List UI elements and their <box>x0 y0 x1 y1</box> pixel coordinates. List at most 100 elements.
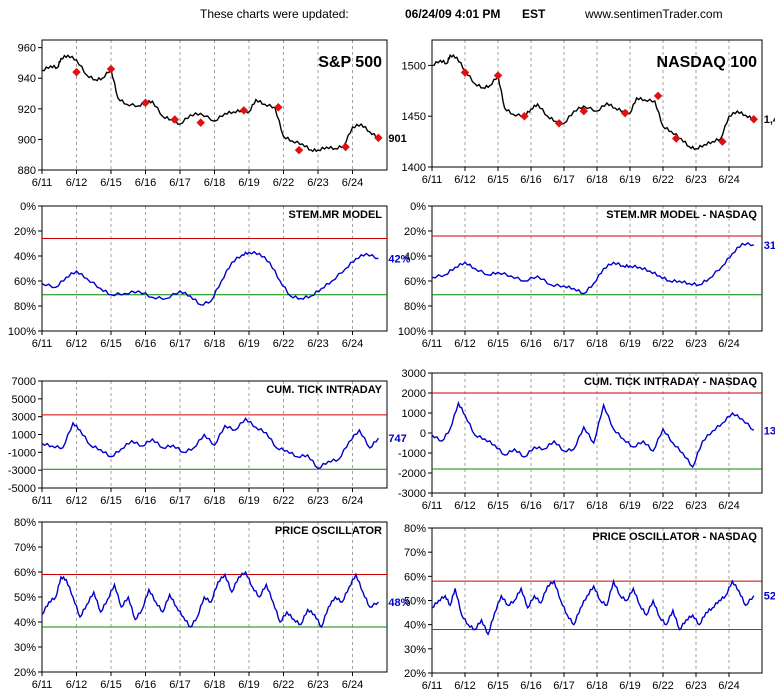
sp500-price-osc-ytick-label: 60% <box>14 567 36 579</box>
nasdaq-price-osc-chart: 20% 30% 40% 50% 60% 70% 80% 6/11 6/12 6/15 6/16 6/1… <box>404 523 775 692</box>
nasdaq-cum-tick-xtick-label: 6/22 <box>652 500 673 512</box>
nasdaq-price-marker <box>620 108 630 118</box>
sp500-cum-tick-xtick-label: 6/19 <box>238 495 259 507</box>
sp500-cum-tick-ytick-label: -1000 <box>8 447 36 459</box>
nasdaq-price-marker <box>653 91 663 101</box>
sp500-stem-mr-ytick-label: 40% <box>14 251 36 263</box>
nasdaq-price-marker <box>718 137 727 146</box>
nasdaq-price-osc-ytick-label: 80% <box>404 523 426 535</box>
nasdaq-price-ytick-label: 1500 <box>402 60 426 72</box>
sp500-cum-tick-xtick-label: 6/18 <box>204 495 225 507</box>
nasdaq-price-xtick-label: 6/15 <box>487 174 508 186</box>
nasdaq-price-marker <box>460 68 470 77</box>
sp500-stem-mr-title: STEM.MR MODEL <box>289 209 383 221</box>
sp500-price-xtick-label: 6/12 <box>66 177 87 189</box>
sp500-price-osc-xtick-label: 6/22 <box>273 679 294 691</box>
sp500-cum-tick-xtick-label: 6/16 <box>135 495 156 507</box>
nasdaq-price-xtick-label: 6/12 <box>454 174 475 186</box>
nasdaq-price-xtick-label: 6/24 <box>718 174 739 186</box>
sp500-cum-tick-xtick-label: 6/22 <box>273 495 294 507</box>
update-datetime: 06/24/09 4:01 PM <box>405 7 501 21</box>
sp500-stem-mr-xtick-label: 6/18 <box>204 338 225 350</box>
nasdaq-price-xtick-label: 6/19 <box>619 174 640 186</box>
sp500-price-osc-title: PRICE OSCILLATOR <box>275 525 382 537</box>
nasdaq-price-osc-ytick-label: 30% <box>404 644 426 656</box>
sp500-cum-tick-xtick-label: 6/17 <box>169 495 190 507</box>
nasdaq-price-chart: 1400 1450 1500 6/11 6/12 6/15 6/16 6/17 6/18 6/19… <box>402 39 775 186</box>
sp500-stem-mr-xtick-label: 6/24 <box>342 338 363 350</box>
sp500-cum-tick-xtick-label: 6/11 <box>32 495 53 507</box>
sp500-price-marker <box>196 118 205 127</box>
sp500-price-xtick-label: 6/18 <box>204 177 225 189</box>
sp500-price-osc-xtick-label: 6/17 <box>169 679 190 691</box>
sp500-price-osc-xtick-label: 6/12 <box>66 679 87 691</box>
sp500-price-osc-xtick-label: 6/11 <box>32 679 53 691</box>
sp500-stem-mr-ytick-label: 80% <box>14 301 36 313</box>
sp500-price-xtick-label: 6/17 <box>169 177 190 189</box>
sp500-stem-mr-xtick-label: 6/23 <box>307 338 328 350</box>
sp500-cum-tick-xtick-label: 6/15 <box>100 495 121 507</box>
sp500-stem-mr-series-line <box>41 250 379 306</box>
sp500-price-osc-last-value: 48% <box>388 597 410 609</box>
sp500-cum-tick-xtick-label: 6/23 <box>307 495 328 507</box>
nasdaq-stem-mr-ytick-label: 60% <box>404 276 426 288</box>
nasdaq-price-xtick-label: 6/22 <box>652 174 673 186</box>
nasdaq-cum-tick-ytick-label: -1000 <box>398 448 426 460</box>
sp500-price-xtick-label: 6/19 <box>238 177 259 189</box>
sp500-price-xtick-label: 6/16 <box>135 177 156 189</box>
sp500-price-osc-ytick-label: 30% <box>14 642 36 654</box>
nasdaq-stem-mr-ytick-label: 20% <box>404 226 426 238</box>
nasdaq-price-marker <box>671 134 681 143</box>
sp500-price-marker <box>294 145 304 155</box>
nasdaq-cum-tick-title: CUM. TICK INTRADAY - NASDAQ <box>584 376 757 388</box>
nasdaq-stem-mr-chart: 0% 20% 40% 60% 80% 100%6/11 6/12 6/15 6/16 6/17 6/… <box>398 201 775 350</box>
nasdaq-price-osc-xtick-label: 6/16 <box>520 680 541 692</box>
nasdaq-stem-mr-last-value: 31% <box>764 240 775 252</box>
sp500-stem-mr-ytick-label: 100% <box>8 326 36 338</box>
sp500-price-ytick-label: 880 <box>18 165 36 177</box>
sp500-price-osc-xtick-label: 6/24 <box>342 679 363 691</box>
nasdaq-stem-mr-xtick-label: 6/18 <box>586 338 607 350</box>
site-link[interactable]: www.sentimenTrader.com <box>585 7 723 21</box>
sp500-stem-mr-xtick-label: 6/15 <box>100 338 121 350</box>
sp500-stem-mr-ytick-label: 0% <box>20 201 36 213</box>
nasdaq-stem-mr-ytick-label: 0% <box>410 201 426 213</box>
nasdaq-price-series-line <box>431 53 754 151</box>
sp500-price-osc-series-line <box>41 570 379 629</box>
sp500-cum-tick-ytick-label: 7000 <box>12 376 36 388</box>
nasdaq-stem-mr-xtick-label: 6/16 <box>520 338 541 350</box>
nasdaq-stem-mr-xtick-label: 6/24 <box>718 338 739 350</box>
sp500-price-osc-xtick-label: 6/19 <box>238 679 259 691</box>
sp500-stem-mr-chart: 0% 20% 40% 60% 80% 100%6/11 6/12 6/15 6/16 6/17 6/… <box>8 201 411 350</box>
sp500-price-xtick-label: 6/15 <box>100 177 121 189</box>
sp500-price-osc-ytick-label: 70% <box>14 542 36 554</box>
sp500-price-osc-xtick-label: 6/15 <box>100 679 121 691</box>
sp500-stem-mr-xtick-label: 6/11 <box>32 338 53 350</box>
nasdaq-price-xtick-label: 6/18 <box>586 174 607 186</box>
nasdaq-price-marker <box>554 119 564 128</box>
nasdaq-cum-tick-xtick-label: 6/11 <box>422 500 443 512</box>
sp500-price-osc-ytick-label: 50% <box>14 592 36 604</box>
sp500-price-last-value: 901 <box>388 133 406 145</box>
nasdaq-cum-tick-ytick-label: -3000 <box>398 488 426 500</box>
sp500-price-marker <box>274 103 283 112</box>
sp500-cum-tick-ytick-label: -5000 <box>8 483 36 495</box>
nasdaq-price-xtick-label: 6/11 <box>422 174 443 186</box>
sp500-price-xtick-label: 6/11 <box>32 177 53 189</box>
nasdaq-cum-tick-xtick-label: 6/12 <box>454 500 475 512</box>
nasdaq-stem-mr-ytick-label: 40% <box>404 251 426 263</box>
sp500-price-osc-ytick-label: 40% <box>14 617 36 629</box>
sp500-cum-tick-last-value: 747 <box>388 433 406 445</box>
sp500-price-xtick-label: 6/22 <box>273 177 294 189</box>
nasdaq-cum-tick-chart: -3000 -2000 -1000 0 1000 2000 3000 6/11 6/12 6/15… <box>398 368 775 512</box>
sp500-stem-mr-xtick-label: 6/19 <box>238 338 259 350</box>
nasdaq-price-osc-xtick-label: 6/12 <box>454 680 475 692</box>
nasdaq-cum-tick-ytick-label: 3000 <box>402 368 426 380</box>
nasdaq-price-osc-ytick-label: 70% <box>404 547 426 559</box>
sp500-price-osc-xtick-label: 6/18 <box>204 679 225 691</box>
nasdaq-price-osc-ytick-label: 20% <box>404 668 426 680</box>
nasdaq-stem-mr-xtick-label: 6/15 <box>487 338 508 350</box>
sp500-cum-tick-ytick-label: 1000 <box>12 430 36 442</box>
sp500-cum-tick-ytick-label: 5000 <box>12 394 36 406</box>
sp500-stem-mr-xtick-label: 6/22 <box>273 338 294 350</box>
